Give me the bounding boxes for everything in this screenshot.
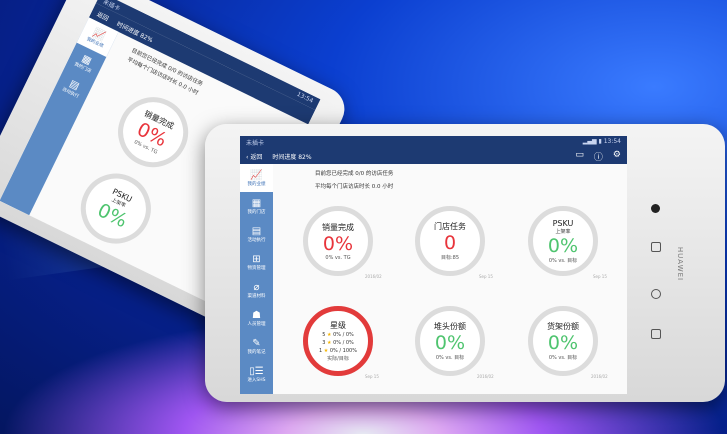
back-button[interactable]: 返回 xyxy=(95,10,110,23)
note-icon: ✎ xyxy=(252,337,261,349)
sidebar: 📈 我的业绩 ▦ 我的门店 ▤ 活动执行 ⊞ 物资管理 ⌀ 渠道材料 ☗ 人员管理 ✎ 我的笔… xyxy=(240,164,273,394)
status-carrier: 未插卡 xyxy=(246,140,265,147)
gauge-shelf-share[interactable]: 货架份额 0% 0% vs. 目标 xyxy=(528,306,598,376)
store-icon: ▦ xyxy=(251,197,262,209)
gauge-sales[interactable]: 销量完成 0% 0% vs. TG xyxy=(106,85,200,179)
gauge-date: Sep 15 xyxy=(479,274,493,279)
camera-icon xyxy=(651,204,660,213)
star-row: 5 ★ 0% / 0% xyxy=(322,332,354,338)
star-row: 1 ★ 0% / 100% xyxy=(319,348,357,354)
duration-message: 平均每个门店访店时长 0.0 小时 xyxy=(315,184,394,190)
gauge-date: Sep 15 xyxy=(365,374,379,379)
top-nav: ‹ 返回 时间进度 82% ▭ ⓘ ⚙ xyxy=(240,148,627,164)
people-icon: ☗ xyxy=(252,309,261,321)
star-row: 3 ★ 0% / 0% xyxy=(322,340,354,346)
chart-icon: 📈 xyxy=(250,169,263,181)
sidebar-item-shs[interactable]: ▯☰ 进入SHS xyxy=(247,365,266,383)
chevron-left-icon: ‹ xyxy=(246,153,251,161)
sidebar-item-stores[interactable]: ▦ 我的门店 xyxy=(247,197,266,215)
gauge-psku[interactable]: PSKU 上架率 0% xyxy=(69,161,163,256)
sidebar-item-notes[interactable]: ✎ 我的笔记 xyxy=(247,337,266,355)
gauge-display-share[interactable]: 堆头份额 0% 0% vs. 目标 xyxy=(415,306,485,376)
sidebar-item-people[interactable]: ☗ 人员管理 xyxy=(247,309,266,327)
gauge-sales[interactable]: 销量完成 0% 0% vs. TG xyxy=(303,206,373,276)
gauge-store-tasks[interactable]: 门店任务 0 目标:85 xyxy=(415,206,485,276)
gauge-date: 2016/02 xyxy=(365,274,382,279)
sidebar-item-execution[interactable]: ▤ 活动执行 xyxy=(247,225,266,243)
paperclip-icon: ⌀ xyxy=(253,281,260,293)
status-time: 13:54 xyxy=(603,138,621,145)
sidebar-item-performance[interactable]: 📈 我的业绩 xyxy=(240,164,273,192)
status-bar: 未插卡 ▂▄▆ ▮ 13:54 xyxy=(240,136,627,148)
sidebar-item-materials[interactable]: ⊞ 物资管理 xyxy=(247,253,266,271)
dashboard: 目前您已经完成 0/0 的访店任务 平均每个门店访店时长 0.0 小时 销量完成… xyxy=(273,164,627,394)
gauge-star-rating[interactable]: 星级 5 ★ 0% / 0% 3 ★ 0% / 0% 1 ★ 0% / 100%… xyxy=(303,306,373,376)
gear-icon[interactable]: ⚙ xyxy=(612,149,621,160)
back-button[interactable]: ‹ 返回 xyxy=(246,153,263,161)
device-brand: HUAWEI xyxy=(676,246,685,282)
grid-icon: ⊞ xyxy=(252,253,261,265)
home-button xyxy=(651,289,661,299)
gauge-date: 2016/02 xyxy=(591,374,608,379)
clipboard-icon: ▤ xyxy=(251,225,262,237)
app-screen: 未插卡 ▂▄▆ ▮ 13:54 ‹ 返回 时间进度 82% ▭ ⓘ ⚙ 📈 我的业… xyxy=(240,136,627,394)
help-icon[interactable]: ⓘ xyxy=(593,152,603,163)
task-message: 目前您已经完成 0/0 的访店任务 xyxy=(315,171,394,177)
message-icon[interactable]: ▭ xyxy=(575,149,584,160)
device-button xyxy=(651,329,661,339)
wifi-battery-icon: ▂▄▆ ▮ xyxy=(582,138,604,145)
gauge-date: 2016/02 xyxy=(477,374,494,379)
enter-icon: ▯☰ xyxy=(249,365,264,377)
gauge-date: Sep 15 xyxy=(593,274,607,279)
star-icon: ★ xyxy=(326,332,332,338)
device-button xyxy=(651,242,661,252)
star-icon: ★ xyxy=(326,340,332,346)
time-progress: 时间进度 82% xyxy=(272,153,312,161)
sidebar-item-channel[interactable]: ⌀ 渠道材料 xyxy=(247,281,266,299)
star-icon: ★ xyxy=(323,348,329,354)
gauge-psku[interactable]: PSKU 上架率 0% 0% vs. 目标 xyxy=(528,206,598,276)
front-tablet: 未插卡 ▂▄▆ ▮ 13:54 ‹ 返回 时间进度 82% ▭ ⓘ ⚙ 📈 我的业… xyxy=(205,124,725,402)
